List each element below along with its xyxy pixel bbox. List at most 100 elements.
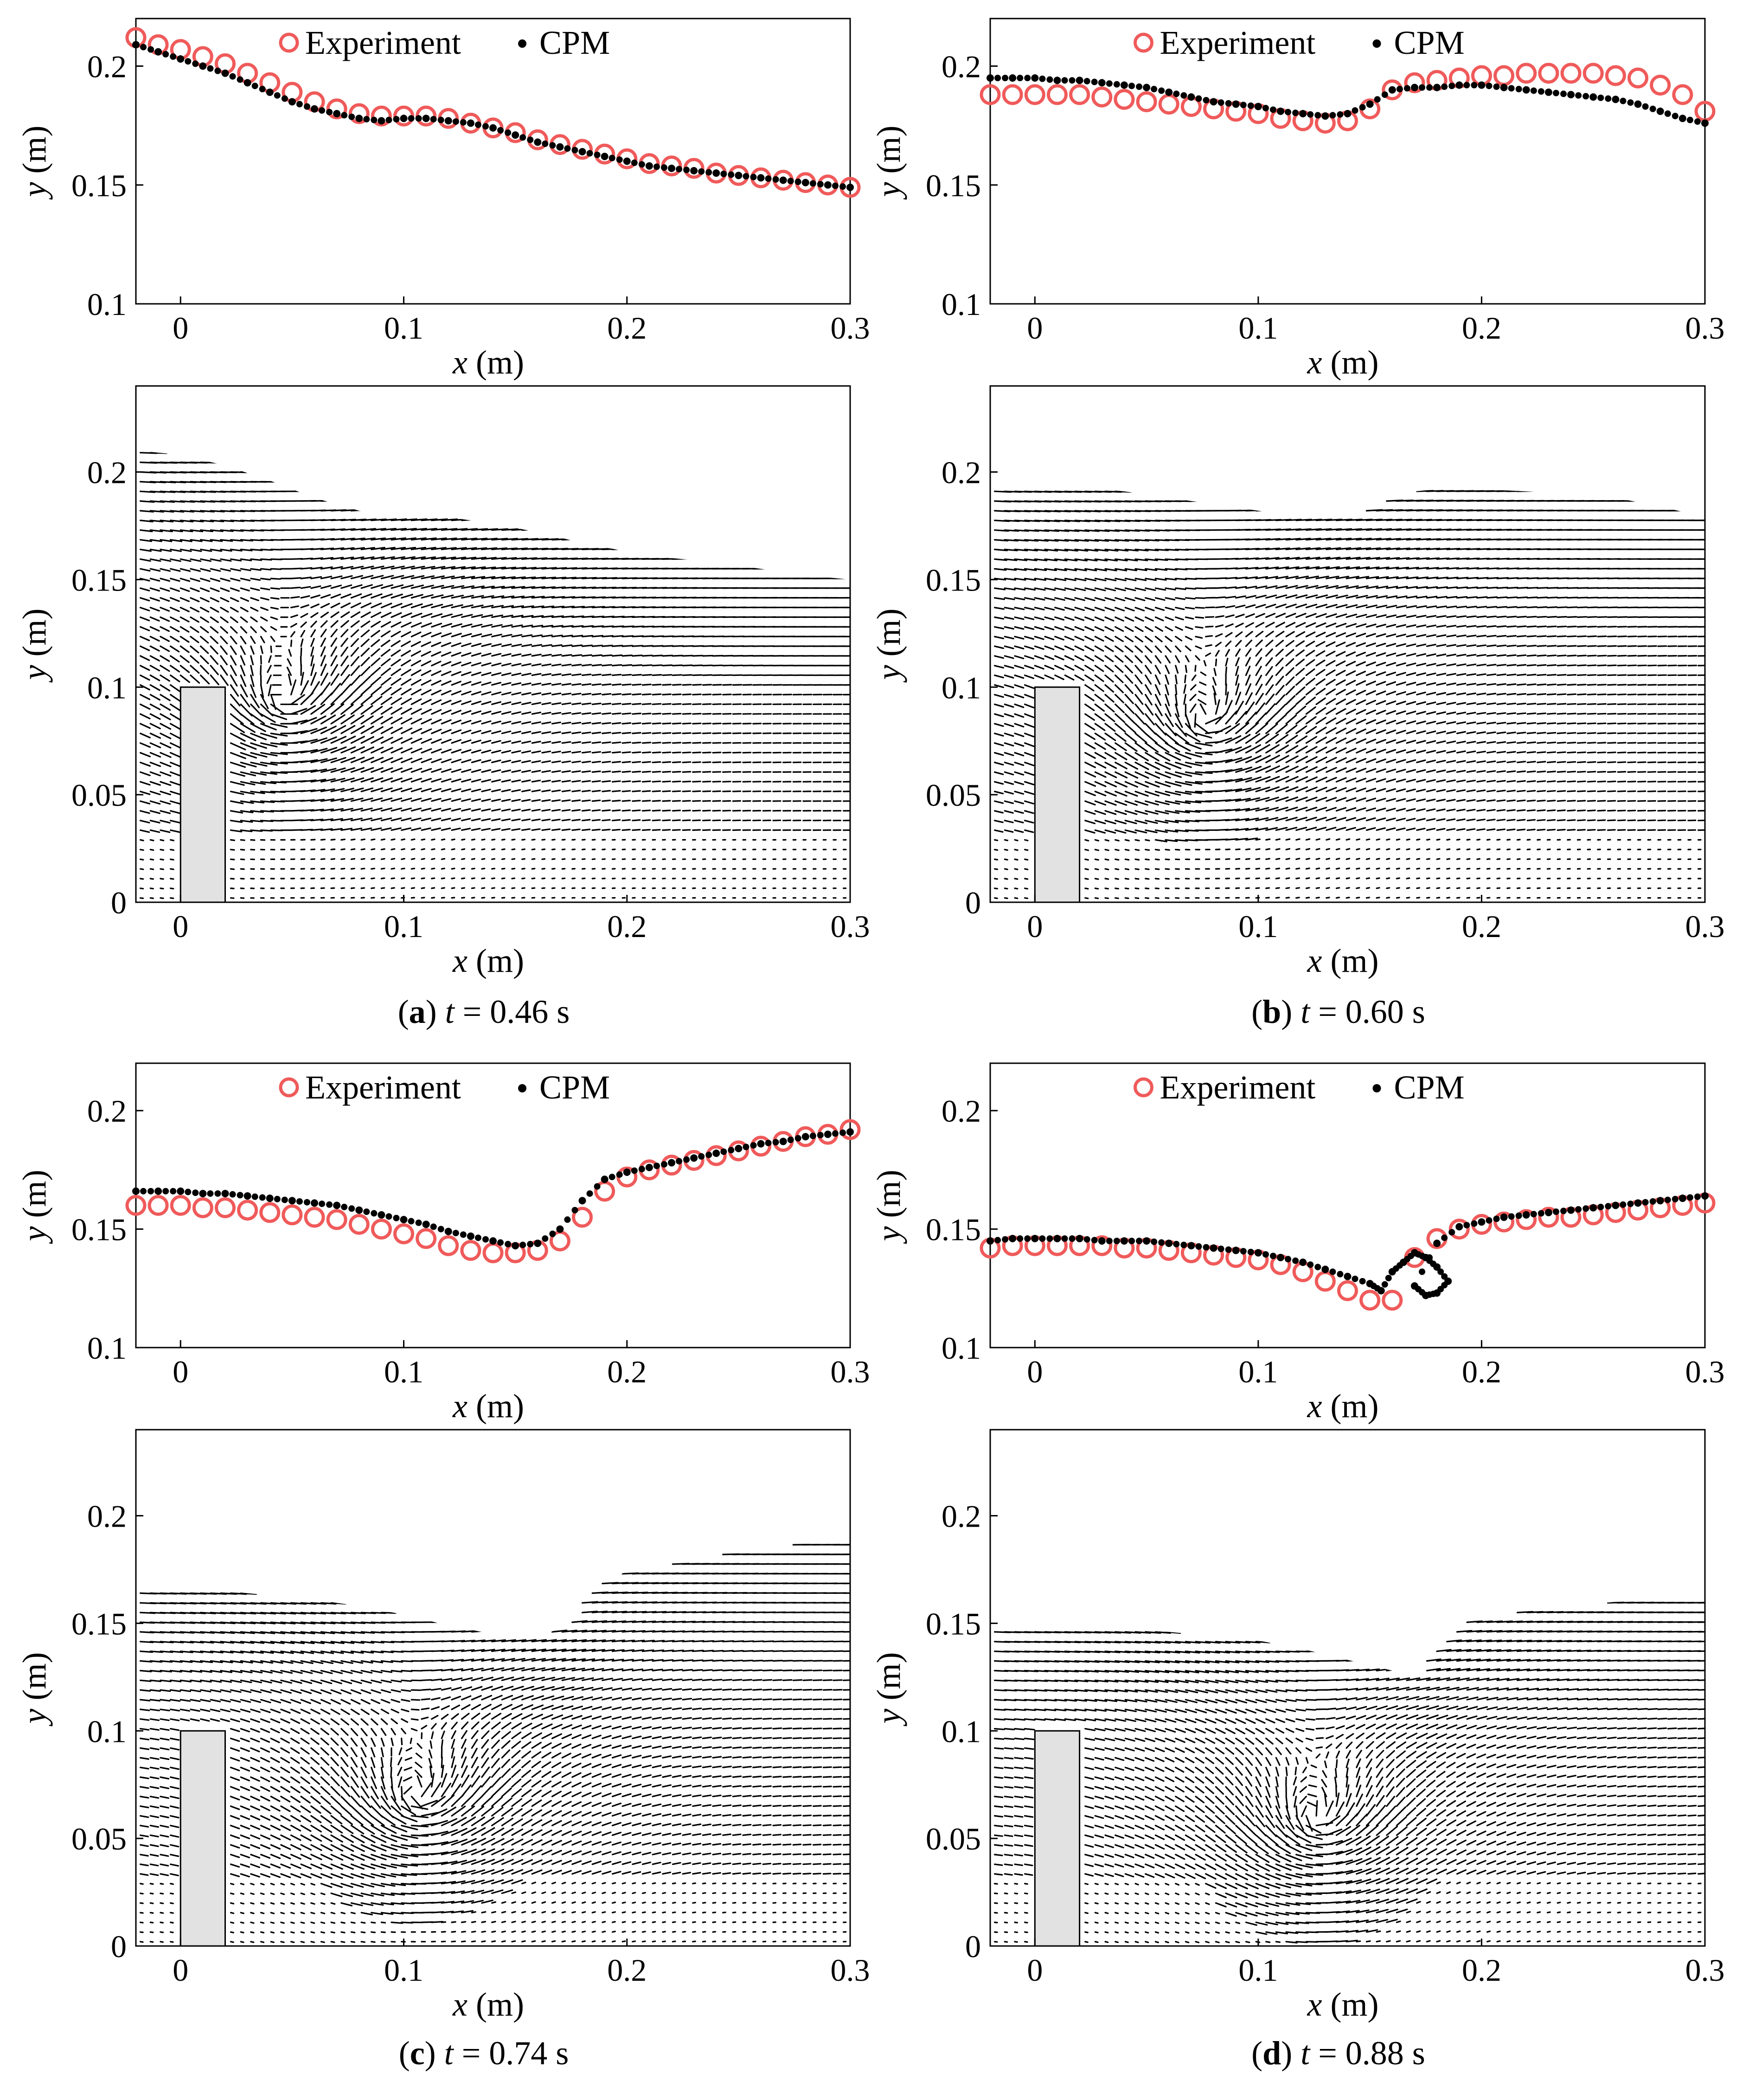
- cpm-point: [259, 1194, 266, 1201]
- x-tick-label: 0.1: [384, 1354, 423, 1389]
- y-axis-label: y (m): [16, 126, 53, 200]
- cpm-point: [1448, 83, 1455, 90]
- cpm-point: [326, 109, 333, 116]
- experiment-point: [348, 1214, 370, 1235]
- legend-cpm-label: CPM: [539, 24, 610, 61]
- cpm-point: [1321, 1265, 1329, 1273]
- cpm-point: [519, 1241, 526, 1248]
- legend: Experiment CPM: [1134, 1069, 1465, 1106]
- cpm-point: [578, 148, 586, 155]
- cpm-point: [1455, 1223, 1463, 1231]
- cpm-point: [192, 1189, 199, 1196]
- experiment-point: [348, 103, 370, 124]
- cpm-point: [653, 163, 660, 170]
- y-tick-label: 0.1: [942, 1714, 981, 1749]
- cpm-point: [1128, 1238, 1135, 1245]
- cpm-point: [341, 112, 348, 119]
- x-tick-label: 0.1: [1238, 1354, 1278, 1389]
- x-tick-label: 0.1: [1238, 909, 1278, 944]
- cpm-point: [1106, 1238, 1113, 1245]
- cpm-point: [1515, 86, 1522, 93]
- cpm-point: [437, 1226, 444, 1233]
- cpm-point: [482, 123, 489, 130]
- panel-b-velocity: 0 0.1 0.2 0.3 0 0.05 0.1 0.15 0.2 x (m) y (m) (b) t…: [870, 385, 1725, 1030]
- cpm-point: [1158, 1239, 1165, 1246]
- cpm-point: [348, 113, 355, 120]
- cpm-point: [1377, 1287, 1385, 1295]
- cpm-point: [1419, 84, 1426, 91]
- cpm-point: [794, 1135, 801, 1142]
- cpm-point: [452, 118, 459, 125]
- cpm-point: [1151, 1238, 1158, 1245]
- cpm-point: [1061, 1235, 1068, 1242]
- cpm-point: [1672, 1195, 1679, 1202]
- y-axis-label: y (m): [16, 1652, 53, 1727]
- y-tick-label: 0.05: [71, 777, 127, 813]
- cpm-point: [1441, 1273, 1448, 1280]
- y-tick-label: 0.15: [71, 1212, 127, 1247]
- cpm-point: [1106, 80, 1113, 87]
- cpm-point: [311, 105, 318, 113]
- experiment-point: [1091, 86, 1113, 108]
- y-tick-label: 0.2: [87, 1093, 127, 1129]
- cpm-point: [1292, 109, 1299, 116]
- cpm-point: [170, 53, 177, 60]
- cpm-point: [1620, 1201, 1627, 1208]
- y-tick-label: 0.05: [71, 1821, 127, 1856]
- cpm-point: [1597, 1203, 1604, 1210]
- cpm-point: [1410, 1282, 1418, 1290]
- cpm-point: [497, 127, 504, 134]
- cpm-point: [586, 150, 593, 157]
- cpm-point: [505, 129, 512, 136]
- legend-cpm-marker: [518, 39, 526, 48]
- x-axis-label: x (m): [452, 344, 524, 381]
- legend: Experiment CPM: [1134, 24, 1465, 61]
- y-tick-label: 0: [965, 1929, 981, 1964]
- y-axis-label: y (m): [870, 1170, 907, 1245]
- cpm-point: [1493, 1215, 1500, 1222]
- cpm-point: [430, 116, 437, 122]
- y-tick-label: 0.1: [942, 1330, 981, 1366]
- cpm-point: [1277, 1253, 1285, 1261]
- legend-experiment-marker: [279, 1077, 299, 1098]
- cpm-point: [1158, 87, 1165, 94]
- plot-frame: [989, 385, 1706, 903]
- cpm-point: [549, 142, 556, 149]
- cpm-point: [1589, 1204, 1597, 1212]
- cpm-point: [1433, 1263, 1441, 1271]
- cpm-point: [214, 67, 221, 74]
- cpm-point: [1024, 75, 1031, 82]
- cpm-point: [534, 138, 542, 146]
- y-tick-label: 0.1: [87, 1330, 127, 1366]
- cpm-point: [1552, 90, 1559, 96]
- cpm-point: [1656, 1197, 1664, 1205]
- cpm-point: [564, 1216, 571, 1223]
- cpm-point: [987, 74, 994, 82]
- cpm-point: [1240, 102, 1247, 109]
- y-tick-label: 0.2: [942, 49, 981, 84]
- cpm-point: [385, 1213, 392, 1220]
- x-tick-label: 0.2: [607, 909, 647, 944]
- cpm-point: [185, 1188, 192, 1195]
- cpm-point: [839, 183, 846, 190]
- cpm-point: [1560, 90, 1567, 97]
- panel-c-profile: 0 0.1 0.2 0.3 0.1 0.15 0.2 x (m) y (m) Experiment…: [16, 1062, 870, 1425]
- cpm-point: [1113, 1238, 1120, 1245]
- legend-cpm-label: CPM: [1394, 24, 1465, 61]
- cpm-point: [609, 154, 615, 161]
- cpm-point: [1024, 1235, 1031, 1242]
- cpm-point: [363, 1208, 370, 1215]
- cpm-point: [1120, 81, 1128, 89]
- cpm-point: [1656, 107, 1664, 115]
- cpm-point: [341, 1203, 348, 1210]
- cpm-point: [1069, 1235, 1076, 1242]
- cpm-point: [1247, 1248, 1254, 1255]
- cpm-point: [631, 159, 638, 166]
- plot-frame: [989, 1429, 1706, 1947]
- panel-c-velocity: 0 0.1 0.2 0.3 0 0.05 0.1 0.15 0.2 x (m) y (m) (c) t…: [16, 1429, 870, 2072]
- experiment-point: [416, 1228, 437, 1249]
- legend: Experiment CPM: [279, 24, 610, 61]
- experiment-point: [371, 1219, 392, 1240]
- cpm-point: [787, 178, 794, 185]
- cpm-point: [1575, 1206, 1582, 1213]
